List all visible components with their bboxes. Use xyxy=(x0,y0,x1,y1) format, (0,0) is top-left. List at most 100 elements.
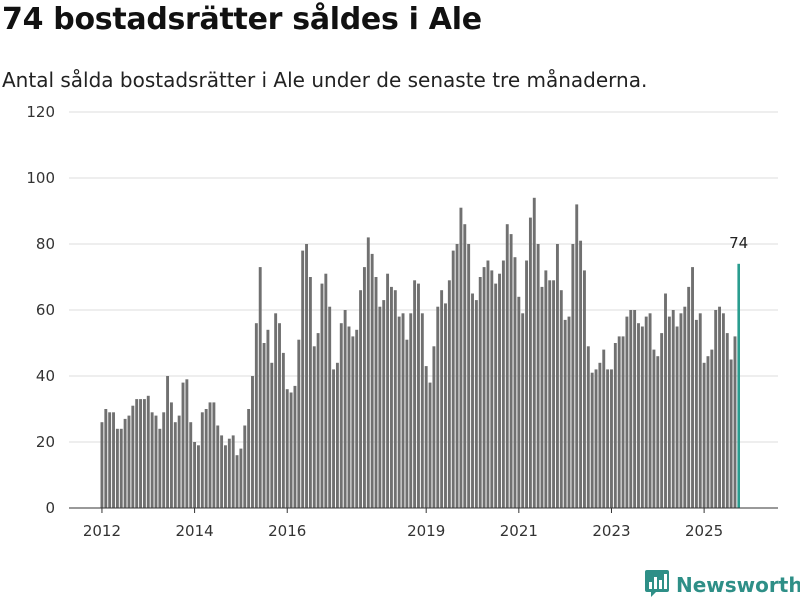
bar-chart-logo-icon xyxy=(644,568,670,602)
bar xyxy=(656,356,660,508)
bar xyxy=(224,445,227,508)
bar-highlight xyxy=(737,263,740,508)
bar xyxy=(108,412,112,508)
bar xyxy=(447,280,451,508)
bar xyxy=(432,346,436,508)
bar xyxy=(528,217,532,508)
bar xyxy=(347,326,351,508)
bar xyxy=(424,366,428,508)
x-axis-ticks: 2012 2014 2016 2019 2021 2023 2025 xyxy=(83,508,723,540)
bar xyxy=(405,339,409,508)
bar xyxy=(563,319,567,508)
bar xyxy=(123,418,127,508)
bar xyxy=(652,349,656,508)
bar xyxy=(401,313,405,508)
bar xyxy=(308,277,312,508)
y-axis-ticks: 0 20 40 60 80 100 120 xyxy=(26,103,55,517)
bar xyxy=(235,455,239,508)
bar xyxy=(602,349,606,508)
bar xyxy=(532,197,536,509)
bar xyxy=(633,310,637,508)
bar xyxy=(710,349,714,508)
bar xyxy=(413,280,417,508)
x-tick-label: 2023 xyxy=(592,522,630,540)
bar xyxy=(683,306,687,508)
y-tick-label: 80 xyxy=(36,235,55,253)
bar xyxy=(552,280,556,508)
bar xyxy=(274,313,278,508)
bar xyxy=(158,428,162,508)
bar xyxy=(463,224,467,508)
bar xyxy=(266,329,270,508)
bar xyxy=(305,244,308,508)
bar xyxy=(444,303,447,508)
bar xyxy=(177,415,181,508)
bar xyxy=(455,244,459,508)
bar xyxy=(378,306,382,508)
bar xyxy=(239,448,243,508)
bar xyxy=(382,300,386,508)
x-tick-label: 2014 xyxy=(175,522,213,540)
bar xyxy=(119,428,123,508)
bar xyxy=(351,336,355,508)
bar xyxy=(525,260,528,508)
bar xyxy=(285,389,289,508)
y-tick-label: 120 xyxy=(26,103,55,121)
bar xyxy=(594,369,598,508)
bar xyxy=(667,316,671,508)
bar xyxy=(297,339,301,508)
bars xyxy=(100,197,740,509)
bar xyxy=(555,244,559,508)
bar xyxy=(606,369,610,508)
bar xyxy=(204,409,208,508)
bar xyxy=(621,336,625,508)
bar xyxy=(100,422,104,508)
bar xyxy=(598,362,602,508)
bar xyxy=(112,412,115,508)
bar xyxy=(687,286,691,508)
bar xyxy=(281,352,285,508)
bar xyxy=(212,402,216,508)
bar xyxy=(490,270,494,508)
bar xyxy=(301,250,305,508)
bar xyxy=(343,310,347,508)
bar xyxy=(397,316,401,508)
bar xyxy=(162,412,166,508)
bar xyxy=(721,313,725,508)
bar xyxy=(181,382,185,508)
bar xyxy=(467,244,471,508)
bar xyxy=(567,316,571,508)
bar xyxy=(706,356,710,508)
bar xyxy=(417,283,420,508)
bar xyxy=(135,399,139,508)
bar xyxy=(316,333,320,508)
x-tick-label: 2025 xyxy=(685,522,723,540)
bar xyxy=(332,369,335,508)
bar xyxy=(428,382,432,508)
bar xyxy=(436,306,440,508)
bar xyxy=(339,323,343,508)
bar xyxy=(131,405,135,508)
bar xyxy=(698,313,702,508)
bar xyxy=(142,399,146,508)
bar xyxy=(440,290,444,508)
bar xyxy=(374,277,378,508)
bar xyxy=(231,435,235,508)
bar xyxy=(498,273,501,508)
bar xyxy=(671,310,675,508)
bar xyxy=(629,310,633,508)
bar xyxy=(197,445,200,508)
bar xyxy=(536,244,540,508)
bar xyxy=(324,273,328,508)
y-tick-label: 0 xyxy=(45,499,55,517)
brand-logo: Newsworthy xyxy=(644,568,800,602)
last-value-label: 74 xyxy=(729,234,748,252)
bar xyxy=(540,286,544,508)
bar xyxy=(227,438,231,508)
bar xyxy=(335,362,339,508)
bar xyxy=(362,267,366,508)
bar xyxy=(559,290,563,508)
bar xyxy=(312,346,316,508)
bar xyxy=(505,224,509,508)
